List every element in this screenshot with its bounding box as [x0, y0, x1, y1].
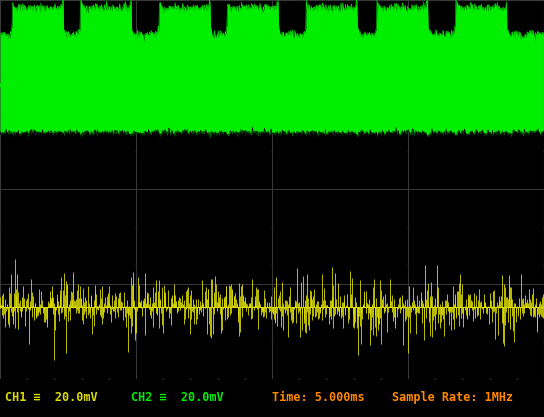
- Text: Time: 5.000ms: Time: 5.000ms: [272, 391, 364, 404]
- Text: CH2 ≡  20.0mV: CH2 ≡ 20.0mV: [131, 391, 223, 404]
- Text: CH1 ≡  20.0mV: CH1 ≡ 20.0mV: [5, 391, 98, 404]
- Text: Sample Rate: 1MHz: Sample Rate: 1MHz: [392, 391, 513, 404]
